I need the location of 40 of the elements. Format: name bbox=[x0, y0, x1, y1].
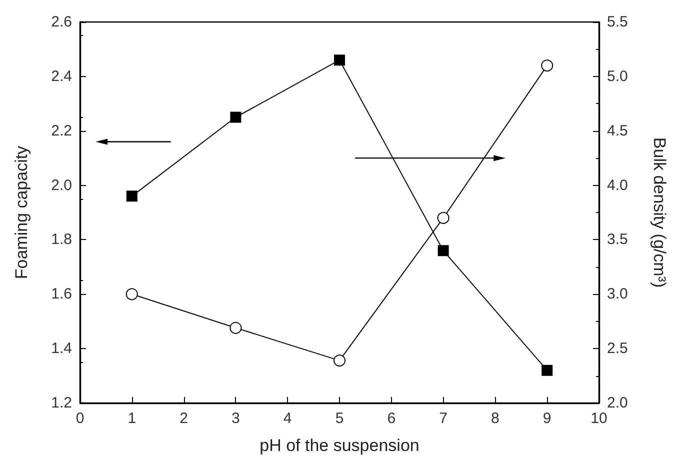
y2-tick-label: 3.0 bbox=[607, 286, 628, 303]
y2-tick-label: 4.0 bbox=[607, 176, 628, 194]
y-tick-label: 2.0 bbox=[51, 176, 72, 194]
point bbox=[334, 54, 345, 66]
y-tick-label: 1.2 bbox=[51, 394, 72, 412]
y-tick-label: 1.6 bbox=[51, 286, 72, 303]
y2-axis-title: Bulk density (g/cm³) bbox=[650, 137, 669, 288]
point bbox=[542, 364, 553, 376]
y2-tick-label: 5.5 bbox=[607, 14, 628, 30]
x-axis-title: pH of the suspension bbox=[260, 436, 420, 455]
point bbox=[126, 288, 138, 300]
y2-tick-label: 2.5 bbox=[607, 340, 628, 358]
point bbox=[230, 112, 242, 123]
y2-tick-label: 4.5 bbox=[607, 122, 628, 140]
x-tick-label: 7 bbox=[439, 410, 448, 427]
x-tick-label: 4 bbox=[283, 410, 292, 427]
x-tick-label: 9 bbox=[542, 410, 552, 427]
y-tick-label: 2.6 bbox=[51, 14, 72, 30]
point bbox=[126, 190, 138, 202]
x-tick-label: 6 bbox=[387, 410, 396, 427]
x-tick-label: 10 bbox=[590, 410, 608, 427]
y-tick-label: 1.4 bbox=[51, 340, 72, 358]
y-tick-label: 2.4 bbox=[51, 68, 72, 85]
point bbox=[230, 322, 242, 334]
point bbox=[437, 212, 450, 224]
point bbox=[541, 60, 554, 72]
point bbox=[334, 354, 346, 367]
point bbox=[438, 245, 449, 256]
y2-tick-label: 2.0 bbox=[607, 394, 628, 412]
x-tick-label: 2 bbox=[180, 410, 188, 427]
y-axis-title: Foaming capacity bbox=[12, 145, 31, 280]
x-tick-label: 5 bbox=[335, 410, 344, 427]
x-tick-label: 8 bbox=[491, 410, 500, 427]
x-tick-label: 0 bbox=[76, 410, 84, 427]
y2-tick-label: 3.5 bbox=[607, 231, 628, 248]
y2-tick-label: 5.0 bbox=[607, 68, 628, 85]
x-tick-label: 1 bbox=[128, 410, 136, 427]
x-tick-label: 3 bbox=[232, 410, 240, 427]
y-tick-label: 2.2 bbox=[51, 122, 72, 140]
y-tick-label: 1.8 bbox=[51, 231, 72, 248]
